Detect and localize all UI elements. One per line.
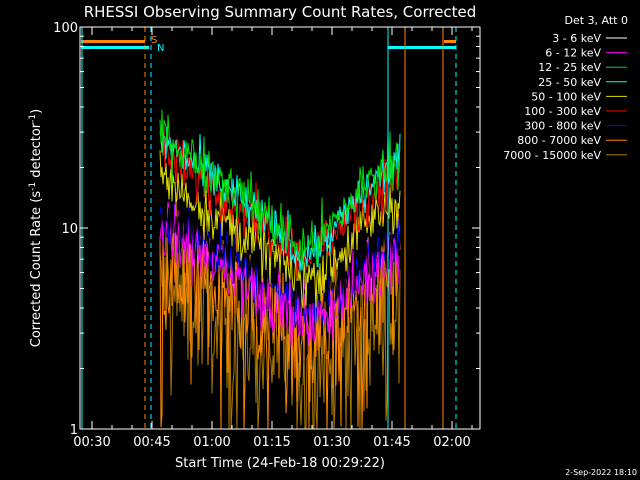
legend-label: 100 - 300 keV xyxy=(524,105,601,118)
y-tick-label: 1 xyxy=(70,423,78,438)
legend-header: Det 3, Att 0 xyxy=(565,14,629,27)
series-line-2 xyxy=(159,109,401,268)
x-axis-ticks: 00:30 00:45 01:00 01:15 01:30 01:45 02:00 xyxy=(73,27,473,450)
saa-bar xyxy=(81,40,145,43)
y-label-main: Corrected Count Rate (s xyxy=(29,191,44,348)
saa-bar xyxy=(444,40,456,43)
x-axis-label: Start Time (24-Feb-18 00:29:22) xyxy=(175,456,385,471)
y-axis-label: Corrected Count Rate (s-1 detector-1) xyxy=(28,109,44,347)
legend-label: 300 - 800 keV xyxy=(524,120,601,133)
footer-date: 2-Sep-2022 18:10 xyxy=(565,468,637,477)
y-axis-ticks: 1 10 100 xyxy=(53,21,480,438)
legend-label: 25 - 50 keV xyxy=(538,76,601,89)
legend-label: 50 - 100 keV xyxy=(531,90,601,103)
x-tick-label: 01:15 xyxy=(253,435,290,450)
series-line-3 xyxy=(159,126,401,272)
night-bar xyxy=(388,46,456,49)
saa-annotation: S xyxy=(151,35,157,46)
series-line-0 xyxy=(159,198,401,317)
saa-indicator-bars xyxy=(81,40,456,43)
y-tick-label: 10 xyxy=(61,222,78,237)
x-tick-label: 01:45 xyxy=(373,435,410,450)
night-bar xyxy=(81,46,149,49)
chart-title: RHESSI Observing Summary Count Rates, Co… xyxy=(84,3,477,21)
y-label-end: ) xyxy=(29,109,44,114)
legend-label: 12 - 25 keV xyxy=(538,61,601,74)
night-annotation: N xyxy=(157,43,164,54)
x-tick-label: 01:00 xyxy=(193,435,230,450)
x-tick-label: 02:00 xyxy=(433,435,470,450)
y-tick-label: 100 xyxy=(53,21,78,36)
legend-label: 3 - 6 keV xyxy=(552,32,601,45)
legend-label: 800 - 7000 keV xyxy=(517,134,601,147)
y-label-sup2: -1 xyxy=(28,114,38,123)
night-indicator-bars xyxy=(81,46,456,49)
x-tick-label: 00:45 xyxy=(133,435,170,450)
x-tick-label: 01:30 xyxy=(313,435,350,450)
x-tick-label: 00:30 xyxy=(73,435,110,450)
legend-label: 7000 - 15000 keV xyxy=(503,149,601,162)
y-label-mid: detector xyxy=(29,122,44,182)
legend-label: 6 - 12 keV xyxy=(545,47,601,60)
y-label-sup1: -1 xyxy=(28,182,38,191)
